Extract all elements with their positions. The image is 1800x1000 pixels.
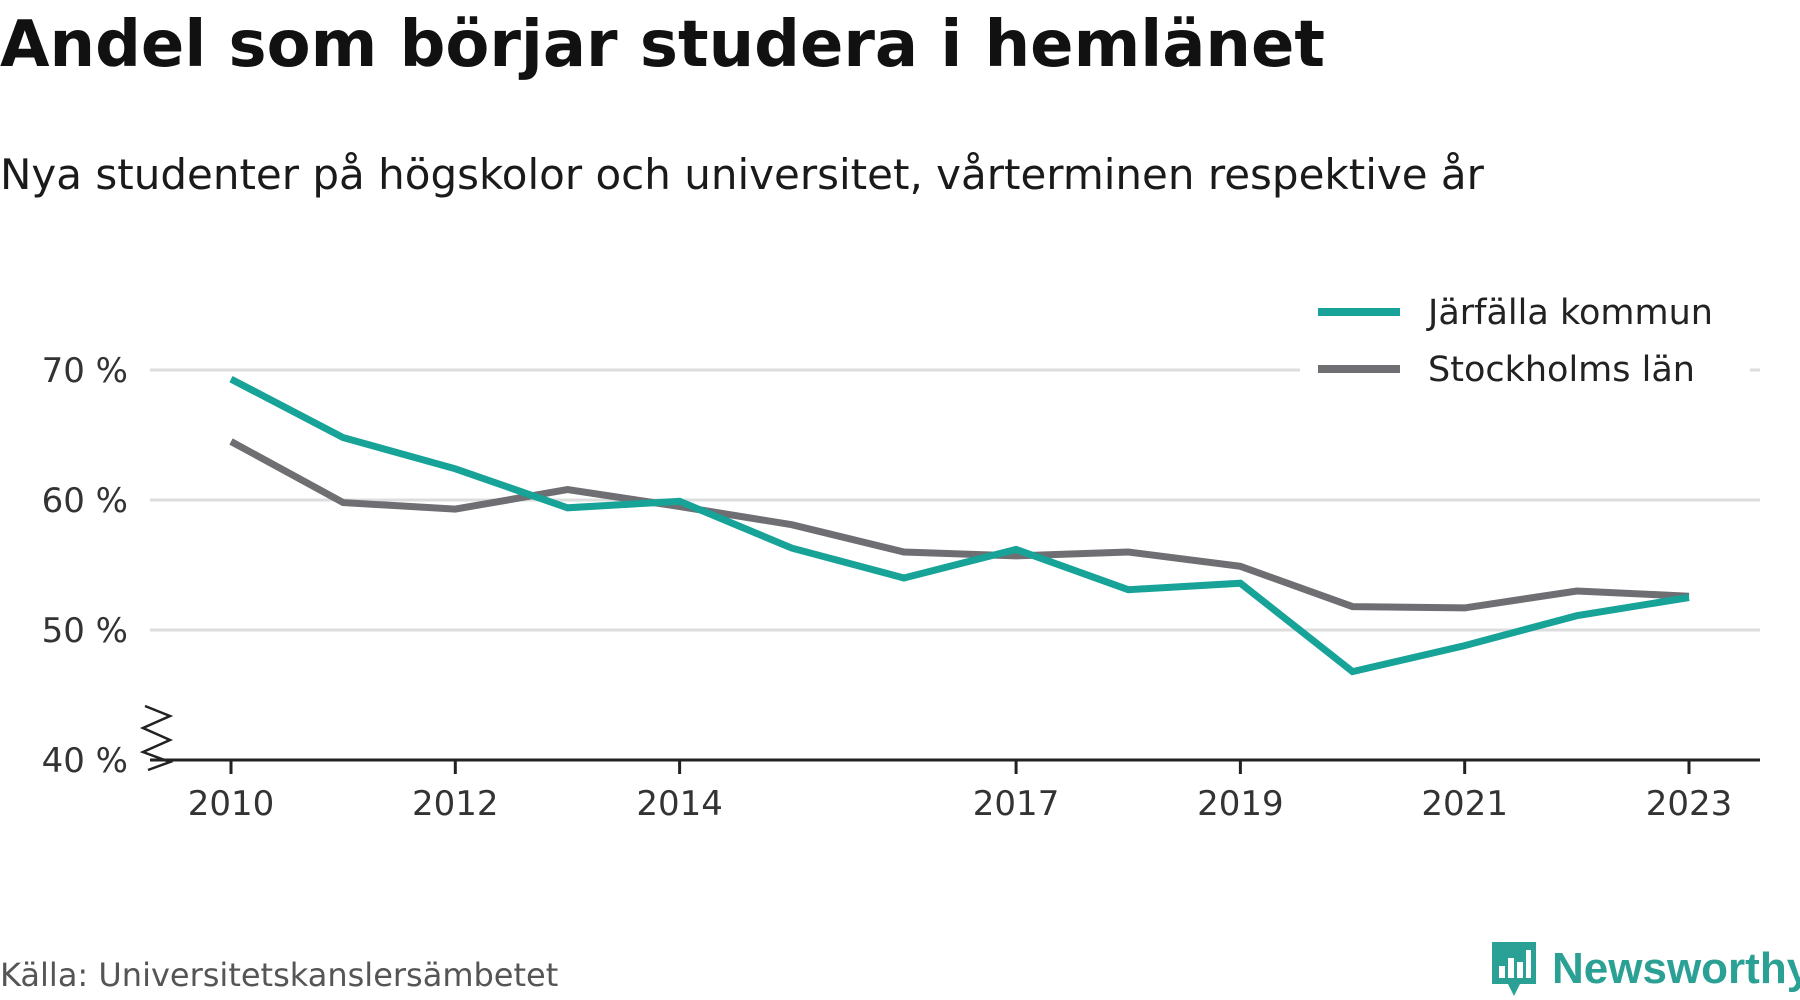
y-tick-label: 60 % — [42, 481, 128, 521]
series-line-j-rf-lla-kommun — [229, 375, 1690, 676]
legend: Järfälla kommun Stockholms län — [1300, 278, 1750, 390]
chart-title: Andel som börjar studera i hemlänet — [0, 8, 1325, 82]
series-lines — [229, 375, 1690, 676]
x-tick-label: 2012 — [412, 784, 499, 824]
grid-lines — [150, 368, 1760, 632]
y-axis-ticks: 40 % 50 % 60 % 70 % — [42, 351, 128, 781]
x-tick-label: 2014 — [636, 784, 723, 824]
series-line-stockholms-l-n — [229, 438, 1690, 612]
y-tick-label: 40 % — [42, 741, 128, 781]
x-tick-label: 2017 — [973, 784, 1060, 824]
newsworthy-logo: Newsworthy — [1490, 940, 1800, 998]
source-note: Källa: Universitetskanslersämbetet — [0, 956, 559, 994]
x-tick-label: 2023 — [1646, 784, 1733, 824]
bar-chart-speech-bubble-icon — [1492, 942, 1536, 996]
x-axis — [139, 704, 1760, 772]
legend-label: Järfälla kommun — [1426, 293, 1713, 333]
x-tick-label: 2019 — [1197, 784, 1284, 824]
y-tick-label: 50 % — [42, 611, 128, 651]
legend-label: Stockholms län — [1428, 350, 1695, 390]
x-tick-label: 2010 — [188, 784, 275, 824]
chart-subtitle: Nya studenter på högskolor och universit… — [0, 150, 1484, 199]
axis-break-icon — [139, 704, 174, 772]
x-tick-label: 2021 — [1421, 784, 1508, 824]
x-axis-ticks: 2010 2012 2014 2017 2019 2021 2023 — [188, 760, 1733, 824]
logo-text: Newsworthy — [1552, 944, 1800, 993]
y-tick-label: 70 % — [42, 351, 128, 391]
